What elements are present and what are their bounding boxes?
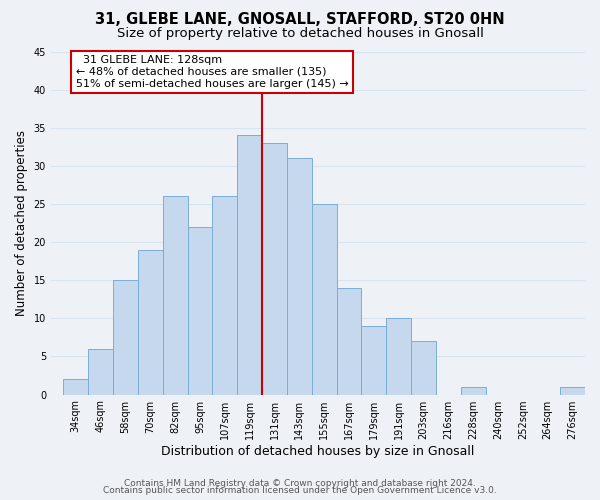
- Bar: [262, 143, 287, 395]
- Text: Contains HM Land Registry data © Crown copyright and database right 2024.: Contains HM Land Registry data © Crown c…: [124, 478, 476, 488]
- Bar: [461, 387, 485, 394]
- Bar: [361, 326, 386, 394]
- Text: 31, GLEBE LANE, GNOSALL, STAFFORD, ST20 0HN: 31, GLEBE LANE, GNOSALL, STAFFORD, ST20 …: [95, 12, 505, 28]
- Bar: [163, 196, 188, 394]
- Bar: [237, 136, 262, 394]
- Bar: [212, 196, 237, 394]
- Bar: [337, 288, 361, 395]
- Bar: [88, 349, 113, 395]
- X-axis label: Distribution of detached houses by size in Gnosall: Distribution of detached houses by size …: [161, 444, 475, 458]
- Y-axis label: Number of detached properties: Number of detached properties: [15, 130, 28, 316]
- Text: 31 GLEBE LANE: 128sqm  
← 48% of detached houses are smaller (135)
51% of semi-d: 31 GLEBE LANE: 128sqm ← 48% of detached …: [76, 56, 349, 88]
- Bar: [113, 280, 138, 394]
- Bar: [138, 250, 163, 394]
- Bar: [287, 158, 312, 394]
- Bar: [188, 227, 212, 394]
- Bar: [386, 318, 411, 394]
- Bar: [312, 204, 337, 394]
- Bar: [64, 380, 88, 394]
- Bar: [560, 387, 585, 394]
- Text: Size of property relative to detached houses in Gnosall: Size of property relative to detached ho…: [116, 28, 484, 40]
- Bar: [411, 341, 436, 394]
- Text: Contains public sector information licensed under the Open Government Licence v3: Contains public sector information licen…: [103, 486, 497, 495]
